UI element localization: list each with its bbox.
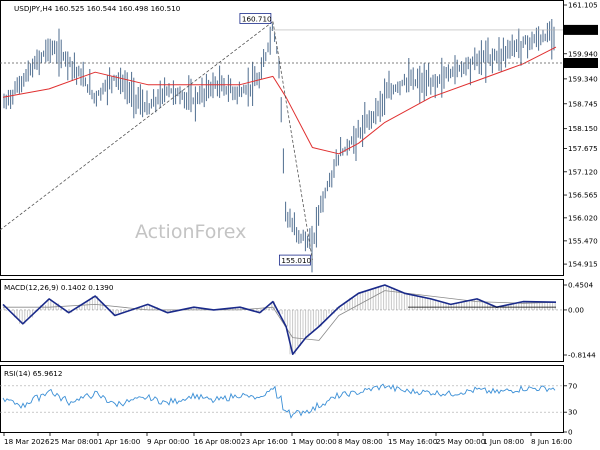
time-axis-label: 1 Jun 08:00 <box>483 437 525 446</box>
price-axis-label: 154.915 <box>568 260 598 269</box>
macd-panel-frame <box>0 279 564 362</box>
time-axis-label: 15 May 16:00 <box>388 437 438 446</box>
time-axis-label: 8 Jun 16:00 <box>531 437 573 446</box>
watermark: ActionForex <box>135 221 246 243</box>
price-axis-label: 155.470 <box>568 236 598 245</box>
rsi-label: RSI(14) 65.9612 <box>4 369 62 378</box>
trend-line-down <box>272 21 313 261</box>
rsi-panel-frame <box>0 365 564 433</box>
price-axis-label: 157.675 <box>568 144 598 153</box>
time-axis-label: 9 Apr 00:00 <box>147 437 190 446</box>
time-axis-label: 1 May 00:00 <box>292 437 337 446</box>
price-axis-label: 159.940 <box>568 49 598 58</box>
price-annotation-box <box>278 254 311 266</box>
macd-label: MACD(12,26,9) 0.1402 0.1390 <box>4 283 114 292</box>
time-axis-label: 23 Apr 16:00 <box>241 437 288 446</box>
moving-average-line <box>2 46 557 155</box>
price-layer: 160.710 155.010 <box>0 13 563 273</box>
rsi-axis-label: 70 <box>568 381 578 390</box>
time-axis-label: 1 Apr 16:00 <box>98 437 141 446</box>
macd-axis-label: -0.8144 <box>568 351 596 360</box>
time-axis-label: 16 Apr 08:00 <box>194 437 241 446</box>
time-axis-label: 8 May 08:00 <box>338 437 383 446</box>
price-axis-label: 158.745 <box>568 99 598 108</box>
price-axis-label: 158.150 <box>568 124 598 133</box>
rsi-axis-label: 0 <box>568 428 573 437</box>
macd-signal-line <box>3 290 557 341</box>
current-price-tag: 160.510 <box>567 25 597 34</box>
symbol-info: USDJPY,H4 160.525 160.544 160.498 160.51… <box>14 4 181 13</box>
macd-layer <box>0 284 563 356</box>
macd-axis-label: 0.4504 <box>568 281 594 290</box>
price-axis-label: 159.340 <box>568 74 598 83</box>
price-axis-label: 157.120 <box>568 167 598 176</box>
time-axis-label: 25 Mar 08:00 <box>50 437 98 446</box>
level-price-tag-box <box>564 58 598 68</box>
level-price-tag: 159.720 <box>567 59 597 68</box>
rsi-layer <box>0 383 563 419</box>
macd-axis-label: 0.00 <box>568 305 584 314</box>
trend-line-up <box>0 21 274 231</box>
price-annotation-label: 160.710 <box>242 15 272 24</box>
time-axis-label: 18 Mar 2026 <box>4 437 50 446</box>
price-axis-label: 161.105 <box>568 1 598 10</box>
price-panel-frame <box>0 0 564 276</box>
axis-layer: 161.105 159.940 159.340 158.745 158.150 157.6… <box>3 1 598 446</box>
price-axis-label: 156.020 <box>568 213 598 222</box>
current-price-tag-box <box>564 24 598 35</box>
price-annotation-box <box>239 13 272 24</box>
price-annotation-label: 155.010 <box>281 256 311 265</box>
macd-line <box>2 284 557 356</box>
price-axis-label: 156.565 <box>568 191 598 200</box>
rsi-line <box>2 383 556 419</box>
rsi-axis-label: 30 <box>568 408 578 417</box>
time-axis-label: 25 May 00:00 <box>436 437 486 446</box>
